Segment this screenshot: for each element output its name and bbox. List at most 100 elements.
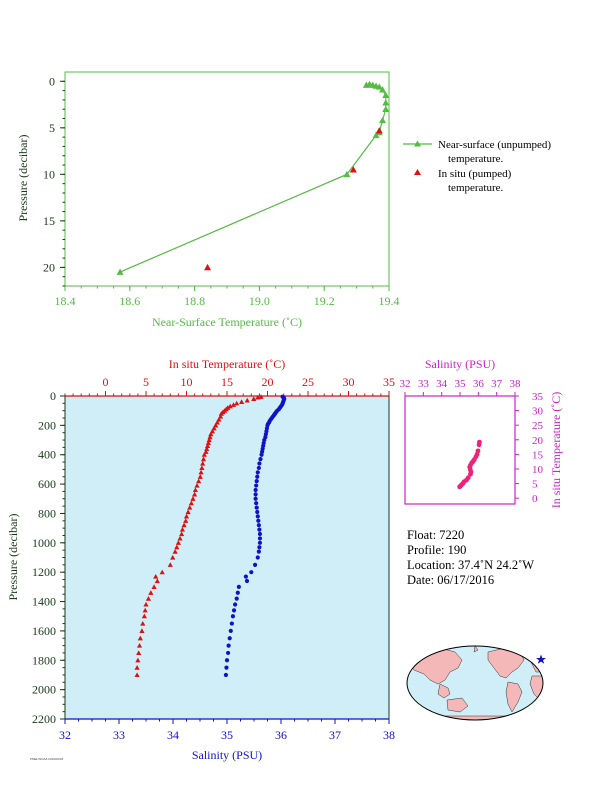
- temperature-point: [201, 452, 207, 457]
- temperature-point: [238, 399, 245, 404]
- temperature-point: [216, 416, 222, 422]
- temperature-point: [172, 549, 178, 554]
- temperature-point: [140, 620, 146, 626]
- legend-marker-in-situ: [414, 169, 421, 175]
- temperature-point: [183, 513, 190, 519]
- salinity-point: [225, 650, 231, 656]
- temperature-point: [194, 482, 200, 488]
- salinity-point: [255, 555, 260, 560]
- legend-marker-near-surface: [414, 140, 421, 147]
- ts-y-tick-label: 0: [532, 493, 538, 505]
- profile-pressure-ticks: 0 200 400 600 800 1000 1200 1400 1600 1800 2000 220…: [32, 389, 65, 726]
- profile-temperature-ticks: 0 5 10 15 20 25 30 35: [64, 375, 395, 396]
- world-map: [406, 645, 546, 721]
- near-surface-chart: 18.4 18.6 18.8 19.0 19.2 19.4 0 5 10 15 20 Near-S…: [16, 71, 551, 329]
- temperature-tick-label: 5: [143, 375, 149, 389]
- temperature-point: [175, 540, 181, 545]
- top-plot-frame: [64, 71, 390, 287]
- salinity-point: [256, 549, 261, 554]
- ts-point: [457, 484, 463, 490]
- ts-y-tick-label: 5: [532, 479, 538, 491]
- temperature-point: [179, 527, 186, 532]
- map-outline: [406, 645, 544, 721]
- top-y-tick-label: 5: [49, 121, 55, 135]
- salinity-point: [256, 465, 261, 471]
- salinity-point: [249, 570, 254, 575]
- salinity-point: [256, 523, 261, 528]
- salinity-point: [226, 643, 231, 648]
- temperature-point: [200, 456, 207, 462]
- near-surface-point: [379, 116, 387, 124]
- top-y-tick-label: 10: [43, 167, 55, 181]
- salinity-point: [228, 628, 233, 634]
- salinity-point: [234, 596, 239, 601]
- top-y-tick-label: 20: [43, 260, 55, 274]
- ts-x-tick-label: 36: [473, 378, 485, 390]
- salinity-point: [254, 483, 259, 488]
- temperature-point: [258, 394, 264, 399]
- profile-chart: 32 33 34 35 36 37 38 0 5 10 15 20 25 30 35 0 200 400 600…: [6, 357, 395, 762]
- ts-series: [457, 439, 482, 490]
- temperature-point: [206, 437, 212, 443]
- legend-near-surface-label-line2: temperature.: [448, 153, 504, 165]
- salinity-point: [231, 608, 237, 613]
- ts-x-tick-label: 32: [400, 378, 411, 390]
- temperature-point: [255, 394, 261, 400]
- salinity-tick-label: 35: [221, 728, 233, 742]
- temperature-point: [196, 478, 202, 484]
- temperature-tick-label: 20: [262, 375, 274, 389]
- profile-x-axis-label: Salinity (PSU): [192, 748, 262, 762]
- near-surface-point: [372, 131, 380, 139]
- salinity-point: [253, 496, 258, 501]
- top-y-tick-label: 0: [49, 74, 55, 88]
- temperature-tick-label: 30: [343, 375, 355, 389]
- map-land-aleutians: [473, 646, 479, 653]
- temperature-point: [167, 562, 173, 567]
- near-surface-point: [382, 99, 390, 106]
- top-x-ticks: 18.4 18.6 18.8 19.0 19.2 19.4: [55, 286, 400, 308]
- top-x-tick-label: 18.8: [184, 294, 205, 308]
- profile-x2-axis-label: In situ Temperature (˚C): [169, 357, 286, 371]
- map-land-southeast-asia: [437, 683, 451, 699]
- top-y-axis-label: Pressure (decibar): [16, 135, 30, 222]
- salinity-point: [235, 590, 240, 595]
- temperature-point: [135, 657, 141, 663]
- temperature-point: [136, 650, 142, 656]
- temperature-point: [179, 531, 185, 537]
- ts-x-tick-label: 37: [491, 378, 503, 390]
- ts-y-tick-label: 20: [532, 435, 544, 447]
- profile-date: Date: 06/17/2016: [407, 573, 495, 587]
- float-location: Location: 37.4˚N 24.2˚W: [407, 558, 535, 572]
- pressure-tick-label: 0: [50, 389, 56, 403]
- salinity-point: [257, 461, 262, 466]
- near-surface-point: [116, 268, 124, 275]
- salinity-point: [254, 505, 259, 510]
- temperature-point: [177, 535, 183, 541]
- salinity-point: [253, 487, 258, 493]
- footer-credit: PMEL/NOAA 2016/06/18: [30, 757, 64, 761]
- ts-salinity-ticks: 32 33 34 35 36 37 38: [400, 378, 521, 396]
- salinity-point: [224, 665, 229, 670]
- temperature-point: [142, 607, 148, 613]
- salinity-tick-label: 34: [167, 728, 179, 742]
- in-situ-point: [349, 166, 357, 173]
- temperature-point: [244, 397, 250, 403]
- temperature-tick-label: 10: [181, 375, 193, 389]
- temperature-point: [218, 411, 224, 416]
- temperature-point: [214, 419, 220, 425]
- profile-number: Profile: 190: [407, 543, 467, 557]
- near-surface-point: [379, 86, 387, 93]
- temperature-point: [185, 509, 191, 515]
- salinity-point: [243, 574, 248, 579]
- salinity-point: [233, 602, 238, 607]
- ts-x-tick-label: 35: [455, 378, 467, 390]
- temperature-point: [205, 440, 211, 446]
- salinity-point: [223, 672, 229, 678]
- temperature-point: [217, 413, 224, 419]
- ts-y-tick-label: 30: [532, 406, 544, 418]
- temperature-point: [153, 573, 159, 579]
- salinity-point: [224, 658, 230, 663]
- temperature-point: [141, 613, 147, 619]
- top-y-tick-label: 15: [43, 214, 55, 228]
